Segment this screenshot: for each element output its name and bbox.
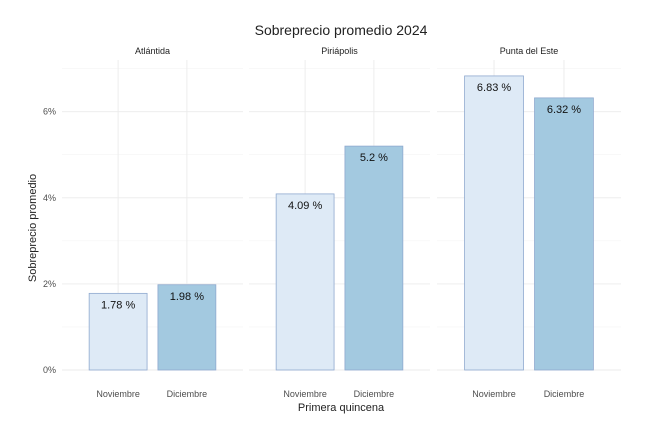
bar-value-label: 4.09 % (288, 200, 322, 212)
bar-value-label: 6.32 % (547, 104, 581, 116)
x-axis-title: Primera quincena (298, 402, 385, 414)
bar-value-label: 1.98 % (170, 291, 204, 303)
y-tick-label: 4% (43, 193, 56, 203)
bar (275, 193, 335, 371)
bar (464, 75, 524, 371)
x-tick-label: Noviembre (96, 389, 140, 399)
x-tick-label: Diciembre (167, 389, 208, 399)
x-tick-label: Diciembre (354, 389, 395, 399)
x-tick-label: Diciembre (544, 389, 585, 399)
facet-label: Atlántida (135, 46, 170, 56)
y-tick-label: 2% (43, 279, 56, 289)
facet-label: Punta del Este (500, 46, 559, 56)
y-axis-ticks: 0% 2% 4% 6% (43, 107, 56, 375)
y-axis-title: Sobreprecio promedio (27, 174, 39, 282)
bar-value-label: 6.83 % (477, 82, 511, 94)
bar (88, 292, 148, 371)
chart-title: Sobreprecio promedio 2024 (255, 22, 428, 38)
facet-panel: Atlántida 1.78 % Noviembre 1.98 % Diciembre (62, 46, 243, 399)
bar (534, 97, 594, 371)
facet-panel: Punta del Este 6.83 % Noviembre 6.32 % Dicie… (437, 46, 621, 399)
x-tick-label: Noviembre (472, 389, 516, 399)
y-tick-label: 6% (43, 107, 56, 117)
bar-value-label: 1.78 % (101, 299, 135, 311)
bar (157, 284, 217, 371)
y-tick-label: 0% (43, 365, 56, 375)
x-tick-label: Noviembre (283, 389, 327, 399)
facet-label: Piriápolis (321, 46, 358, 56)
bar (344, 145, 404, 371)
bar-value-label: 5.2 % (360, 152, 388, 164)
facet-panel: Piriápolis 4.09 % Noviembre 5.2 % Diciembre (249, 46, 430, 399)
